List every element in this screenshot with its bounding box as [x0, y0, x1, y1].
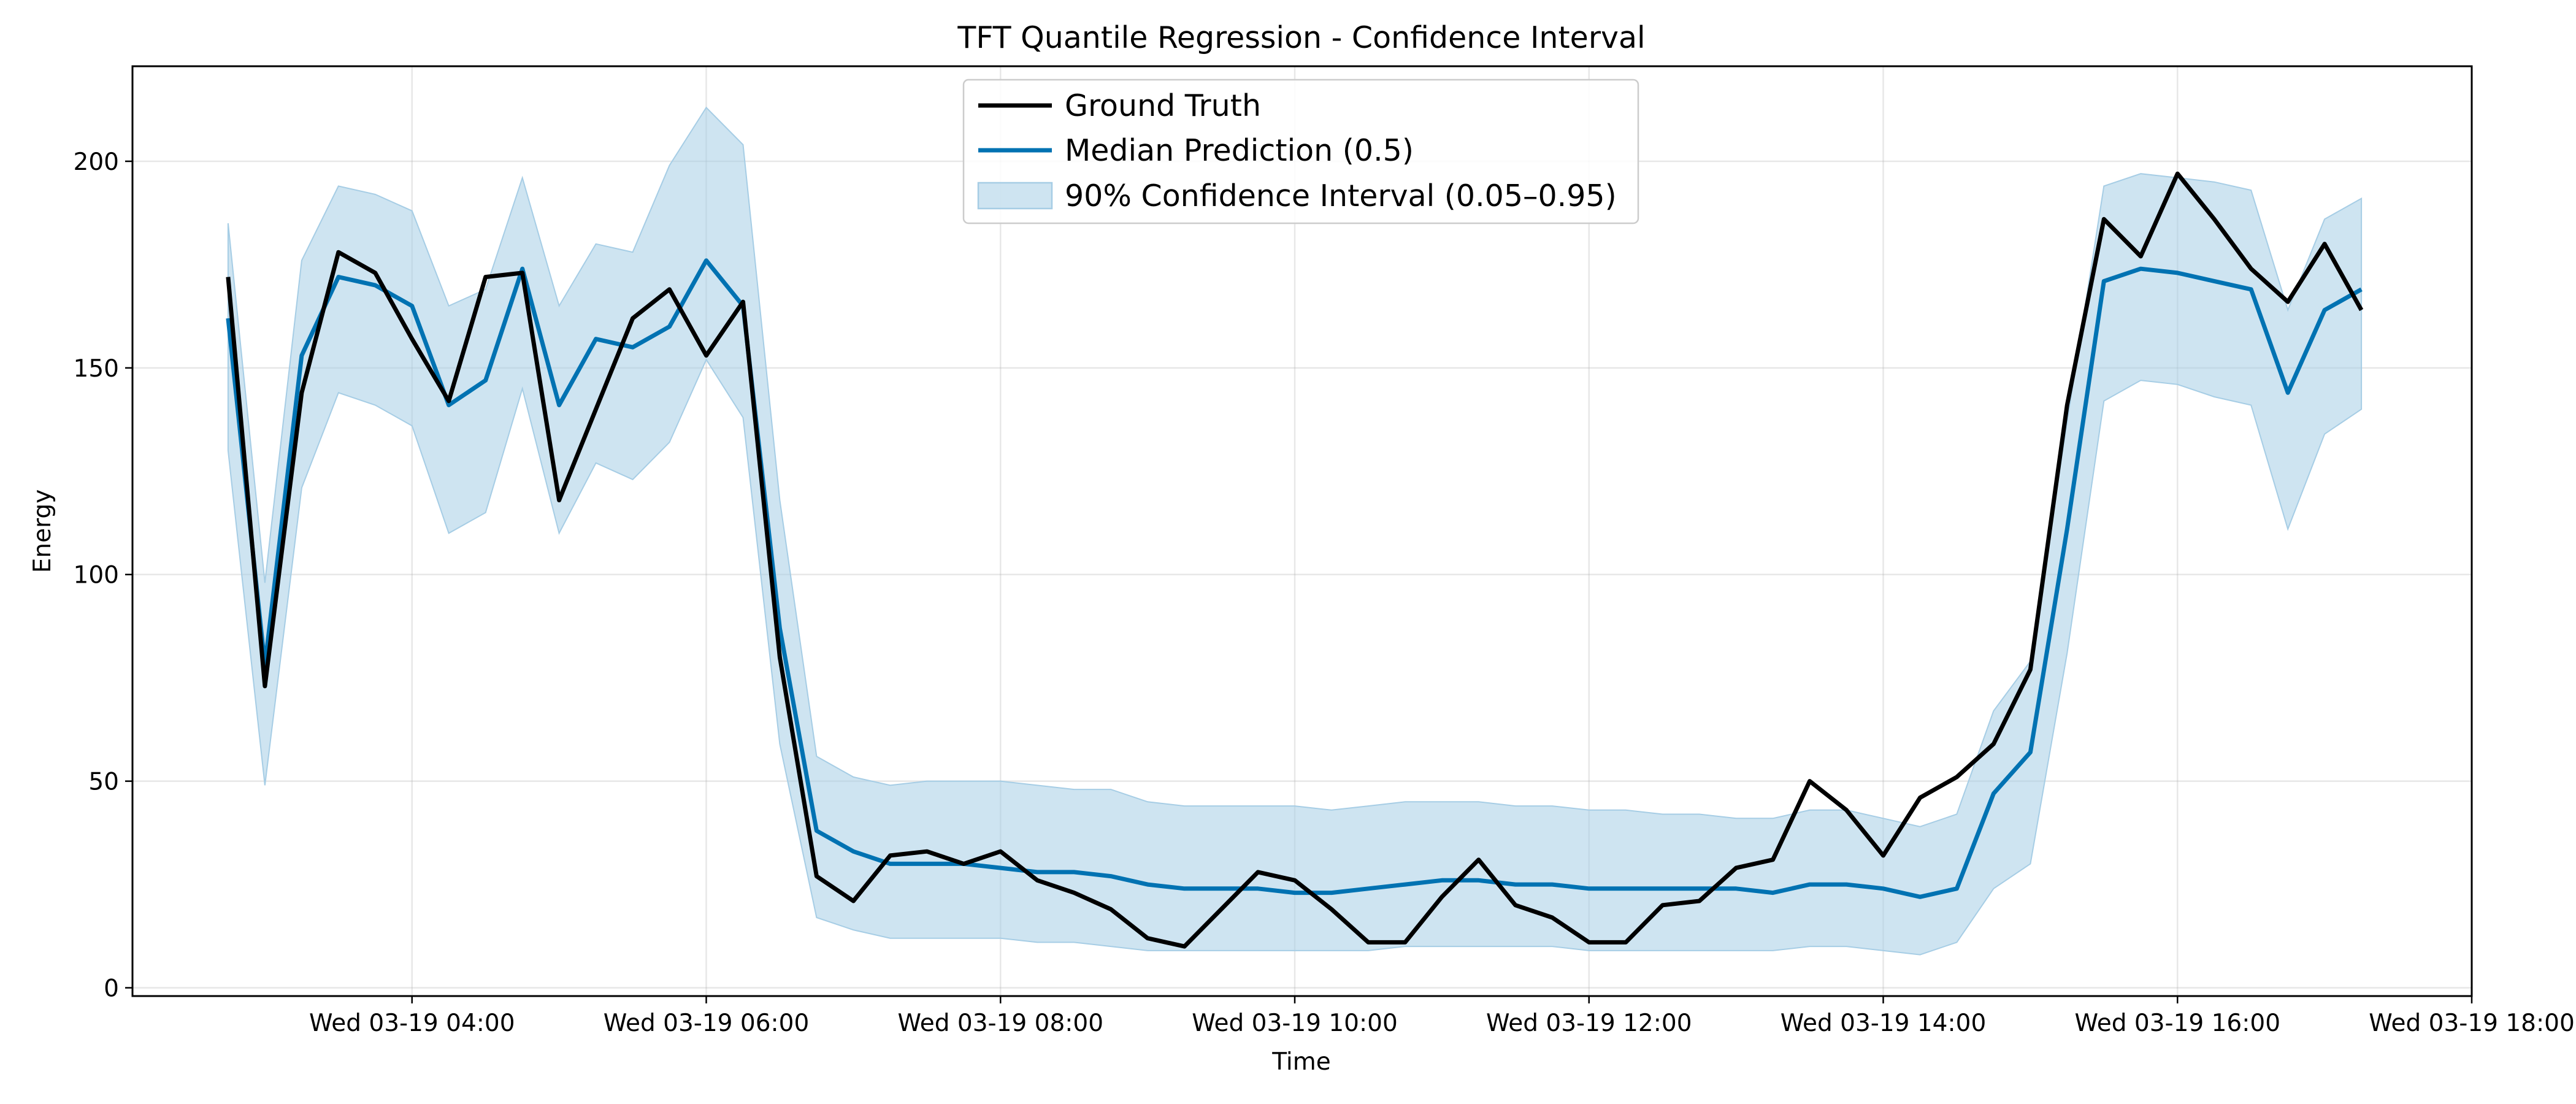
tick-layer: Wed 03-19 04:00 Wed 03-19 06:00 Wed 03-19 …	[74, 148, 2575, 1037]
x-axis-label: Time	[1271, 1048, 1330, 1076]
legend-swatch-confidence-interval	[977, 182, 1053, 210]
legend-box	[962, 79, 1639, 224]
x-tick-label: Wed 03-19 16:00	[2074, 1010, 2280, 1037]
legend: Ground Truth Median Prediction (0.5) 90%…	[962, 79, 1639, 224]
series-layer	[226, 171, 2364, 949]
median-prediction-line	[226, 258, 2363, 899]
band-layer	[227, 106, 2363, 956]
chart-title: TFT Quantile Regression - Confidence Int…	[957, 20, 1645, 55]
legend-label-ground-truth: Ground Truth	[1065, 88, 1261, 123]
legend-label-confidence-interval: 90% Confidence Interval (0.05–0.95)	[1065, 178, 1617, 213]
legend-label-median-prediction: Median Prediction (0.5)	[1065, 133, 1414, 168]
y-tick-label: 0	[104, 975, 119, 1003]
ground-truth-line	[226, 171, 2364, 949]
y-tick-label: 150	[74, 355, 119, 383]
y-tick-label: 100	[74, 562, 119, 589]
x-tick-label: Wed 03-19 14:00	[1781, 1010, 1987, 1037]
plot-frame	[131, 65, 2473, 997]
x-tick-label: Wed 03-19 06:00	[604, 1010, 810, 1037]
y-axis-label: Energy	[29, 489, 56, 573]
x-tick-label: Wed 03-19 04:00	[309, 1010, 515, 1037]
x-tick-label: Wed 03-19 08:00	[897, 1010, 1103, 1037]
x-tick-label: Wed 03-19 12:00	[1486, 1010, 1692, 1037]
y-tick-label: 50	[88, 769, 119, 796]
x-tick-label: Wed 03-19 18:00	[2369, 1010, 2575, 1037]
y-tick-label: 200	[74, 148, 119, 176]
x-tick-label: Wed 03-19 10:00	[1192, 1010, 1398, 1037]
confidence-interval-band	[227, 106, 2363, 956]
